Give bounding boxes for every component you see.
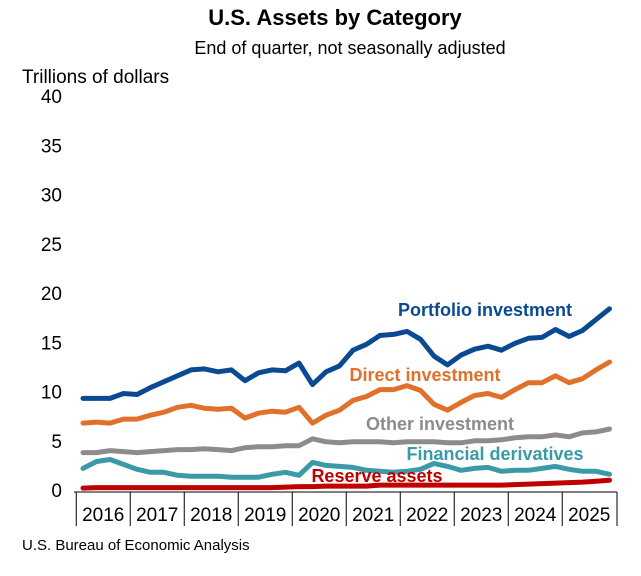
y-tick-label: 10 bbox=[41, 383, 62, 404]
series-label: Direct investment bbox=[349, 365, 500, 385]
x-tick-label: 2021 bbox=[352, 505, 394, 526]
y-tick-label: 15 bbox=[41, 333, 62, 354]
y-axis-label: Trillions of dollars bbox=[22, 67, 169, 88]
series-label: Reserve assets bbox=[311, 466, 442, 486]
y-tick-label: 30 bbox=[41, 186, 62, 207]
x-tick-label: 2016 bbox=[82, 505, 124, 526]
y-tick-label: 25 bbox=[41, 235, 62, 256]
x-tick-label: 2017 bbox=[136, 505, 178, 526]
x-tick-label: 2022 bbox=[406, 505, 448, 526]
series-line bbox=[80, 359, 612, 426]
x-tick-label: 2018 bbox=[190, 505, 232, 526]
series-label: Financial derivatives bbox=[406, 444, 583, 464]
y-tick-label: 40 bbox=[41, 87, 62, 108]
x-tick-label: 2019 bbox=[244, 505, 286, 526]
series-line bbox=[80, 426, 612, 456]
y-tick-label: 5 bbox=[51, 432, 62, 453]
series-label: Other investment bbox=[366, 414, 514, 434]
x-tick-label: 2020 bbox=[298, 505, 340, 526]
series-line bbox=[80, 306, 612, 401]
chart-subtitle: End of quarter, not seasonally adjusted bbox=[194, 38, 505, 58]
y-tick-label: 35 bbox=[41, 136, 62, 157]
x-tick-label: 2025 bbox=[568, 505, 610, 526]
series-line bbox=[80, 477, 612, 491]
chart-title: U.S. Assets by Category bbox=[208, 5, 462, 30]
y-tick-label: 0 bbox=[51, 481, 62, 502]
source: U.S. Bureau of Economic Analysis bbox=[22, 537, 250, 554]
x-tick-label: 2023 bbox=[460, 505, 502, 526]
series-line bbox=[80, 457, 612, 480]
series-label: Portfolio investment bbox=[398, 300, 572, 320]
y-tick-label: 20 bbox=[41, 284, 62, 305]
x-tick-label: 2024 bbox=[514, 505, 557, 526]
